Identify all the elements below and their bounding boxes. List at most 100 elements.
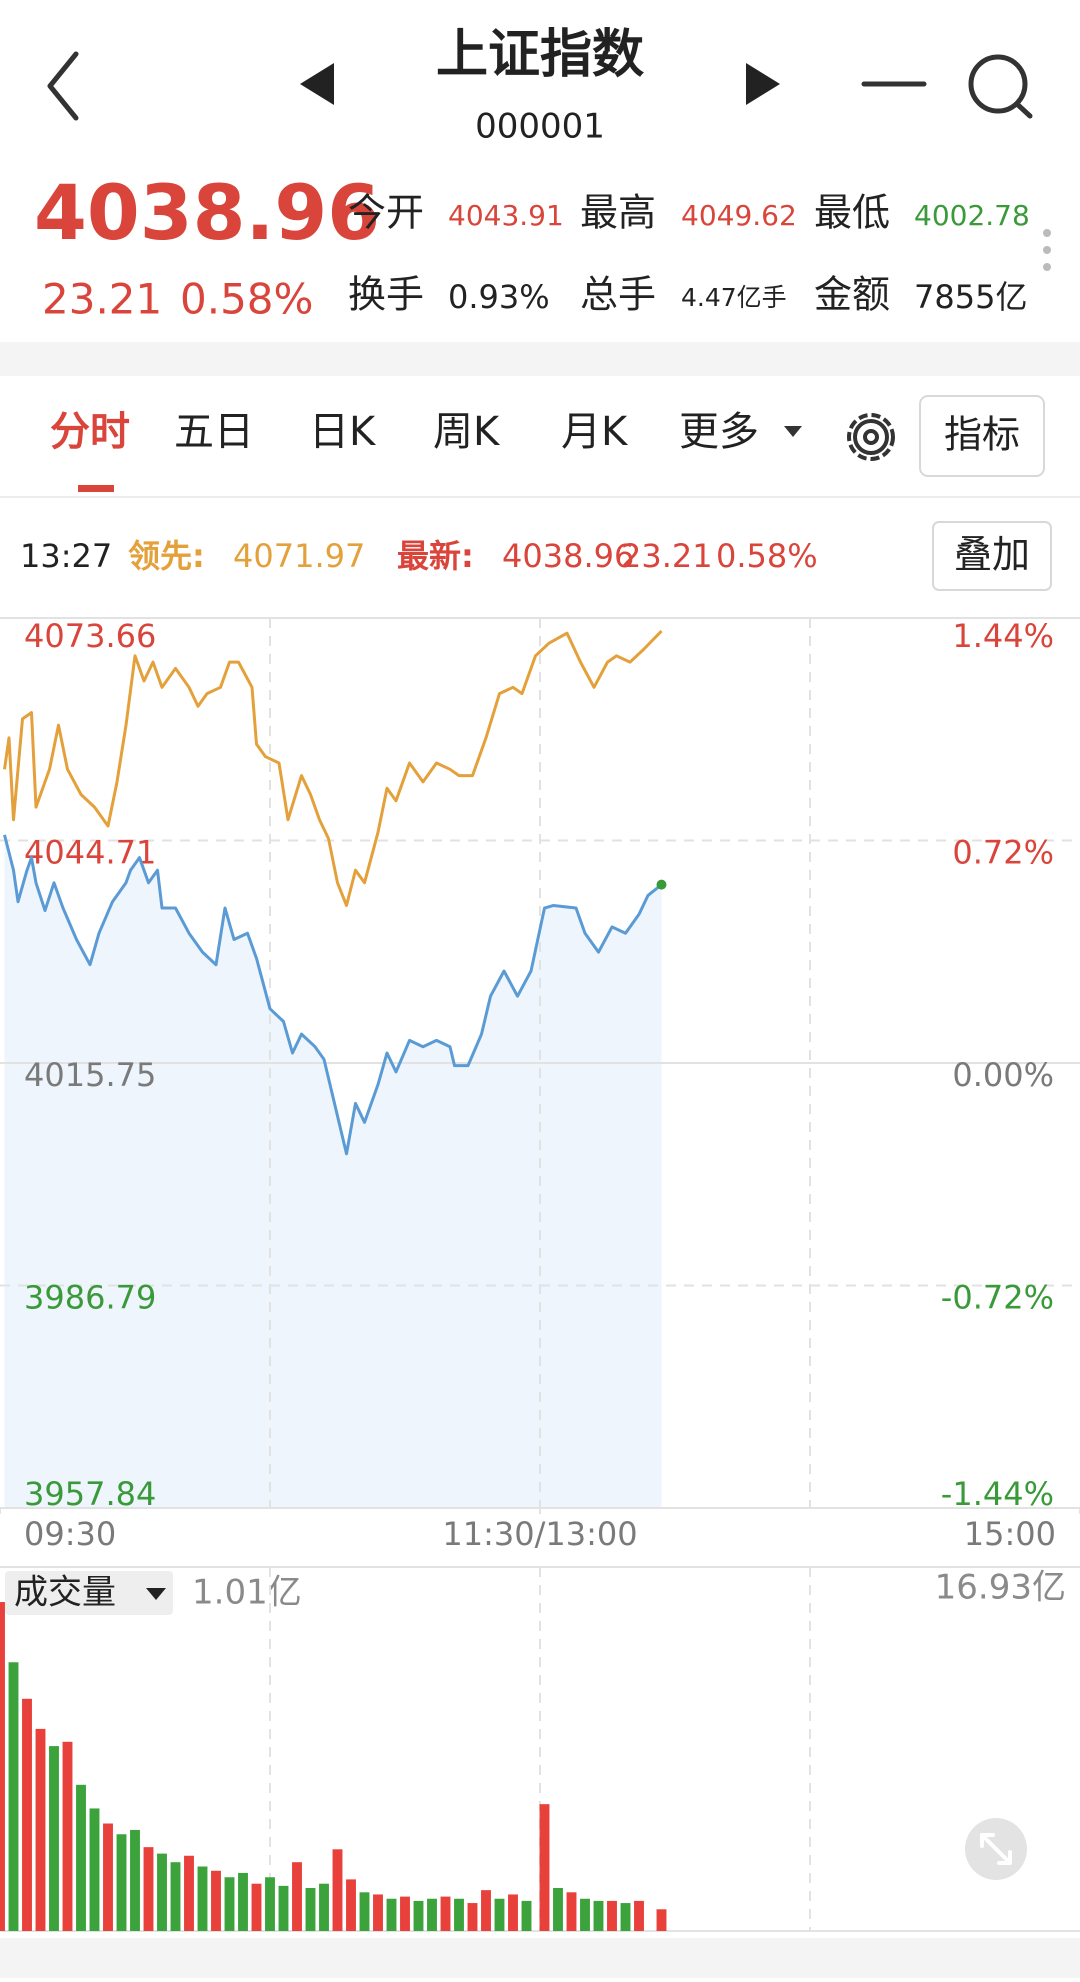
last-point	[656, 879, 667, 890]
lead-value: 4071.97	[233, 537, 365, 575]
search-icon-handle	[1014, 101, 1033, 119]
volume-bar	[373, 1894, 383, 1931]
prev-stock[interactable]	[300, 63, 334, 105]
tab-more[interactable]: 更多	[679, 409, 759, 455]
volume-bar	[305, 1887, 316, 1931]
y2-tick-label: -1.44%	[941, 1475, 1054, 1513]
stat-value: 7855亿	[914, 278, 1027, 316]
volume-bar	[0, 1602, 5, 1931]
volume-bar	[634, 1900, 644, 1931]
stat-label: 金额	[814, 273, 890, 317]
stat-label: 总手	[580, 273, 656, 317]
indicator-button[interactable]	[919, 395, 1045, 477]
menu-dot	[1043, 263, 1051, 271]
volume-bar	[400, 1896, 410, 1931]
volume-bar	[278, 1885, 289, 1931]
stat-value: 4049.62	[681, 199, 797, 232]
gear-hole	[863, 429, 879, 445]
volume-bar	[8, 1662, 19, 1931]
volume-bar	[130, 1829, 140, 1931]
next-stock[interactable]	[746, 63, 780, 105]
volume-bar	[553, 1887, 563, 1931]
y-tick-label: 4015.75	[24, 1056, 156, 1094]
dropdown-arrow	[146, 1588, 166, 1600]
volume-bar	[103, 1823, 113, 1931]
tab[interactable]: 五日	[174, 409, 254, 455]
volume-bar	[359, 1892, 370, 1931]
volume-bar	[494, 1898, 505, 1931]
volume-bar	[35, 1728, 46, 1931]
volume-bar	[607, 1900, 617, 1931]
volume-bar	[521, 1900, 532, 1931]
price-line	[3, 629, 663, 907]
stat-label: 今开	[348, 191, 424, 235]
y2-tick-label: 0.00%	[952, 1056, 1054, 1094]
more-menu[interactable]	[1043, 229, 1051, 271]
volume-bar	[224, 1877, 235, 1931]
price-area	[4, 834, 662, 1508]
stat-label: 换手	[348, 273, 424, 317]
volume-bar	[593, 1900, 604, 1931]
stat-label: 最低	[814, 191, 890, 235]
volume-bar	[467, 1903, 478, 1931]
volume-bar	[76, 1784, 86, 1931]
chart-layer: 4073.66 4044.71 4015.75 3986.79 3957.84 1.44%…	[0, 617, 1080, 1932]
volume-bar	[49, 1746, 59, 1931]
fullscreen-button[interactable]	[965, 1818, 1027, 1880]
menu-dot	[1043, 246, 1051, 254]
volume-bar	[386, 1898, 397, 1931]
lead-label: 领先:	[128, 537, 205, 575]
volume-bar	[539, 1804, 550, 1931]
volume-bar	[184, 1855, 194, 1931]
price-change: 23.21	[42, 275, 162, 324]
volume-bar	[251, 1883, 262, 1931]
x-tick-label: 11:30/13:00	[442, 1515, 637, 1553]
gear-body	[853, 419, 889, 455]
latest-change: 23.21	[621, 537, 713, 575]
menu-dot	[1043, 229, 1051, 237]
volume-bar	[170, 1862, 181, 1931]
stat-value: 0.93%	[448, 278, 550, 316]
latest-pct: 0.58%	[716, 537, 818, 575]
volume-bar	[22, 1698, 32, 1931]
search-icon	[968, 54, 1028, 114]
volume-bar	[566, 1892, 577, 1931]
back-button[interactable]	[47, 51, 79, 121]
volume-bar	[427, 1898, 437, 1931]
x-tick-label: 15:00	[964, 1515, 1056, 1553]
volume-bar	[211, 1870, 221, 1931]
y-tick-label: 4044.71	[24, 833, 156, 871]
info-time: 13:27	[20, 537, 112, 575]
last-price: 4038.96	[34, 168, 380, 257]
y-tick-label: 4073.66	[24, 617, 156, 655]
volume-selector[interactable]	[5, 1571, 173, 1615]
settings-button[interactable]	[847, 413, 895, 461]
volume-bar	[319, 1883, 329, 1931]
y-tick-label: 3957.84	[24, 1475, 156, 1513]
y2-tick-label: -0.72%	[941, 1279, 1054, 1317]
tab-active[interactable]: 分时	[50, 409, 130, 455]
tab[interactable]: 月K	[561, 409, 629, 455]
volume-bar	[62, 1741, 73, 1931]
tab[interactable]: 周K	[433, 409, 501, 455]
stat-value: 4043.91	[448, 199, 564, 232]
stat-value: 4.47亿手	[681, 283, 787, 312]
volume-bar	[332, 1849, 343, 1931]
volume-bar	[656, 1909, 667, 1931]
y2-tick-label: 1.44%	[952, 617, 1054, 655]
search-button[interactable]	[968, 54, 1033, 119]
bottom-strip	[0, 1938, 1080, 1978]
latest-label: 最新:	[397, 537, 474, 575]
stat-value: 4002.78	[914, 199, 1030, 232]
volume-bar	[157, 1853, 167, 1931]
fullscreen-icon	[980, 1833, 1012, 1865]
volume-bar	[292, 1862, 302, 1931]
volume-selector-label: 成交量	[14, 1573, 116, 1613]
tab[interactable]: 日K	[309, 409, 377, 455]
volume-bar	[508, 1894, 518, 1931]
y2-tick-label: 0.72%	[952, 834, 1054, 872]
volume-bar	[454, 1898, 464, 1931]
volume-bar	[143, 1847, 154, 1931]
overlay-button[interactable]	[932, 521, 1052, 591]
